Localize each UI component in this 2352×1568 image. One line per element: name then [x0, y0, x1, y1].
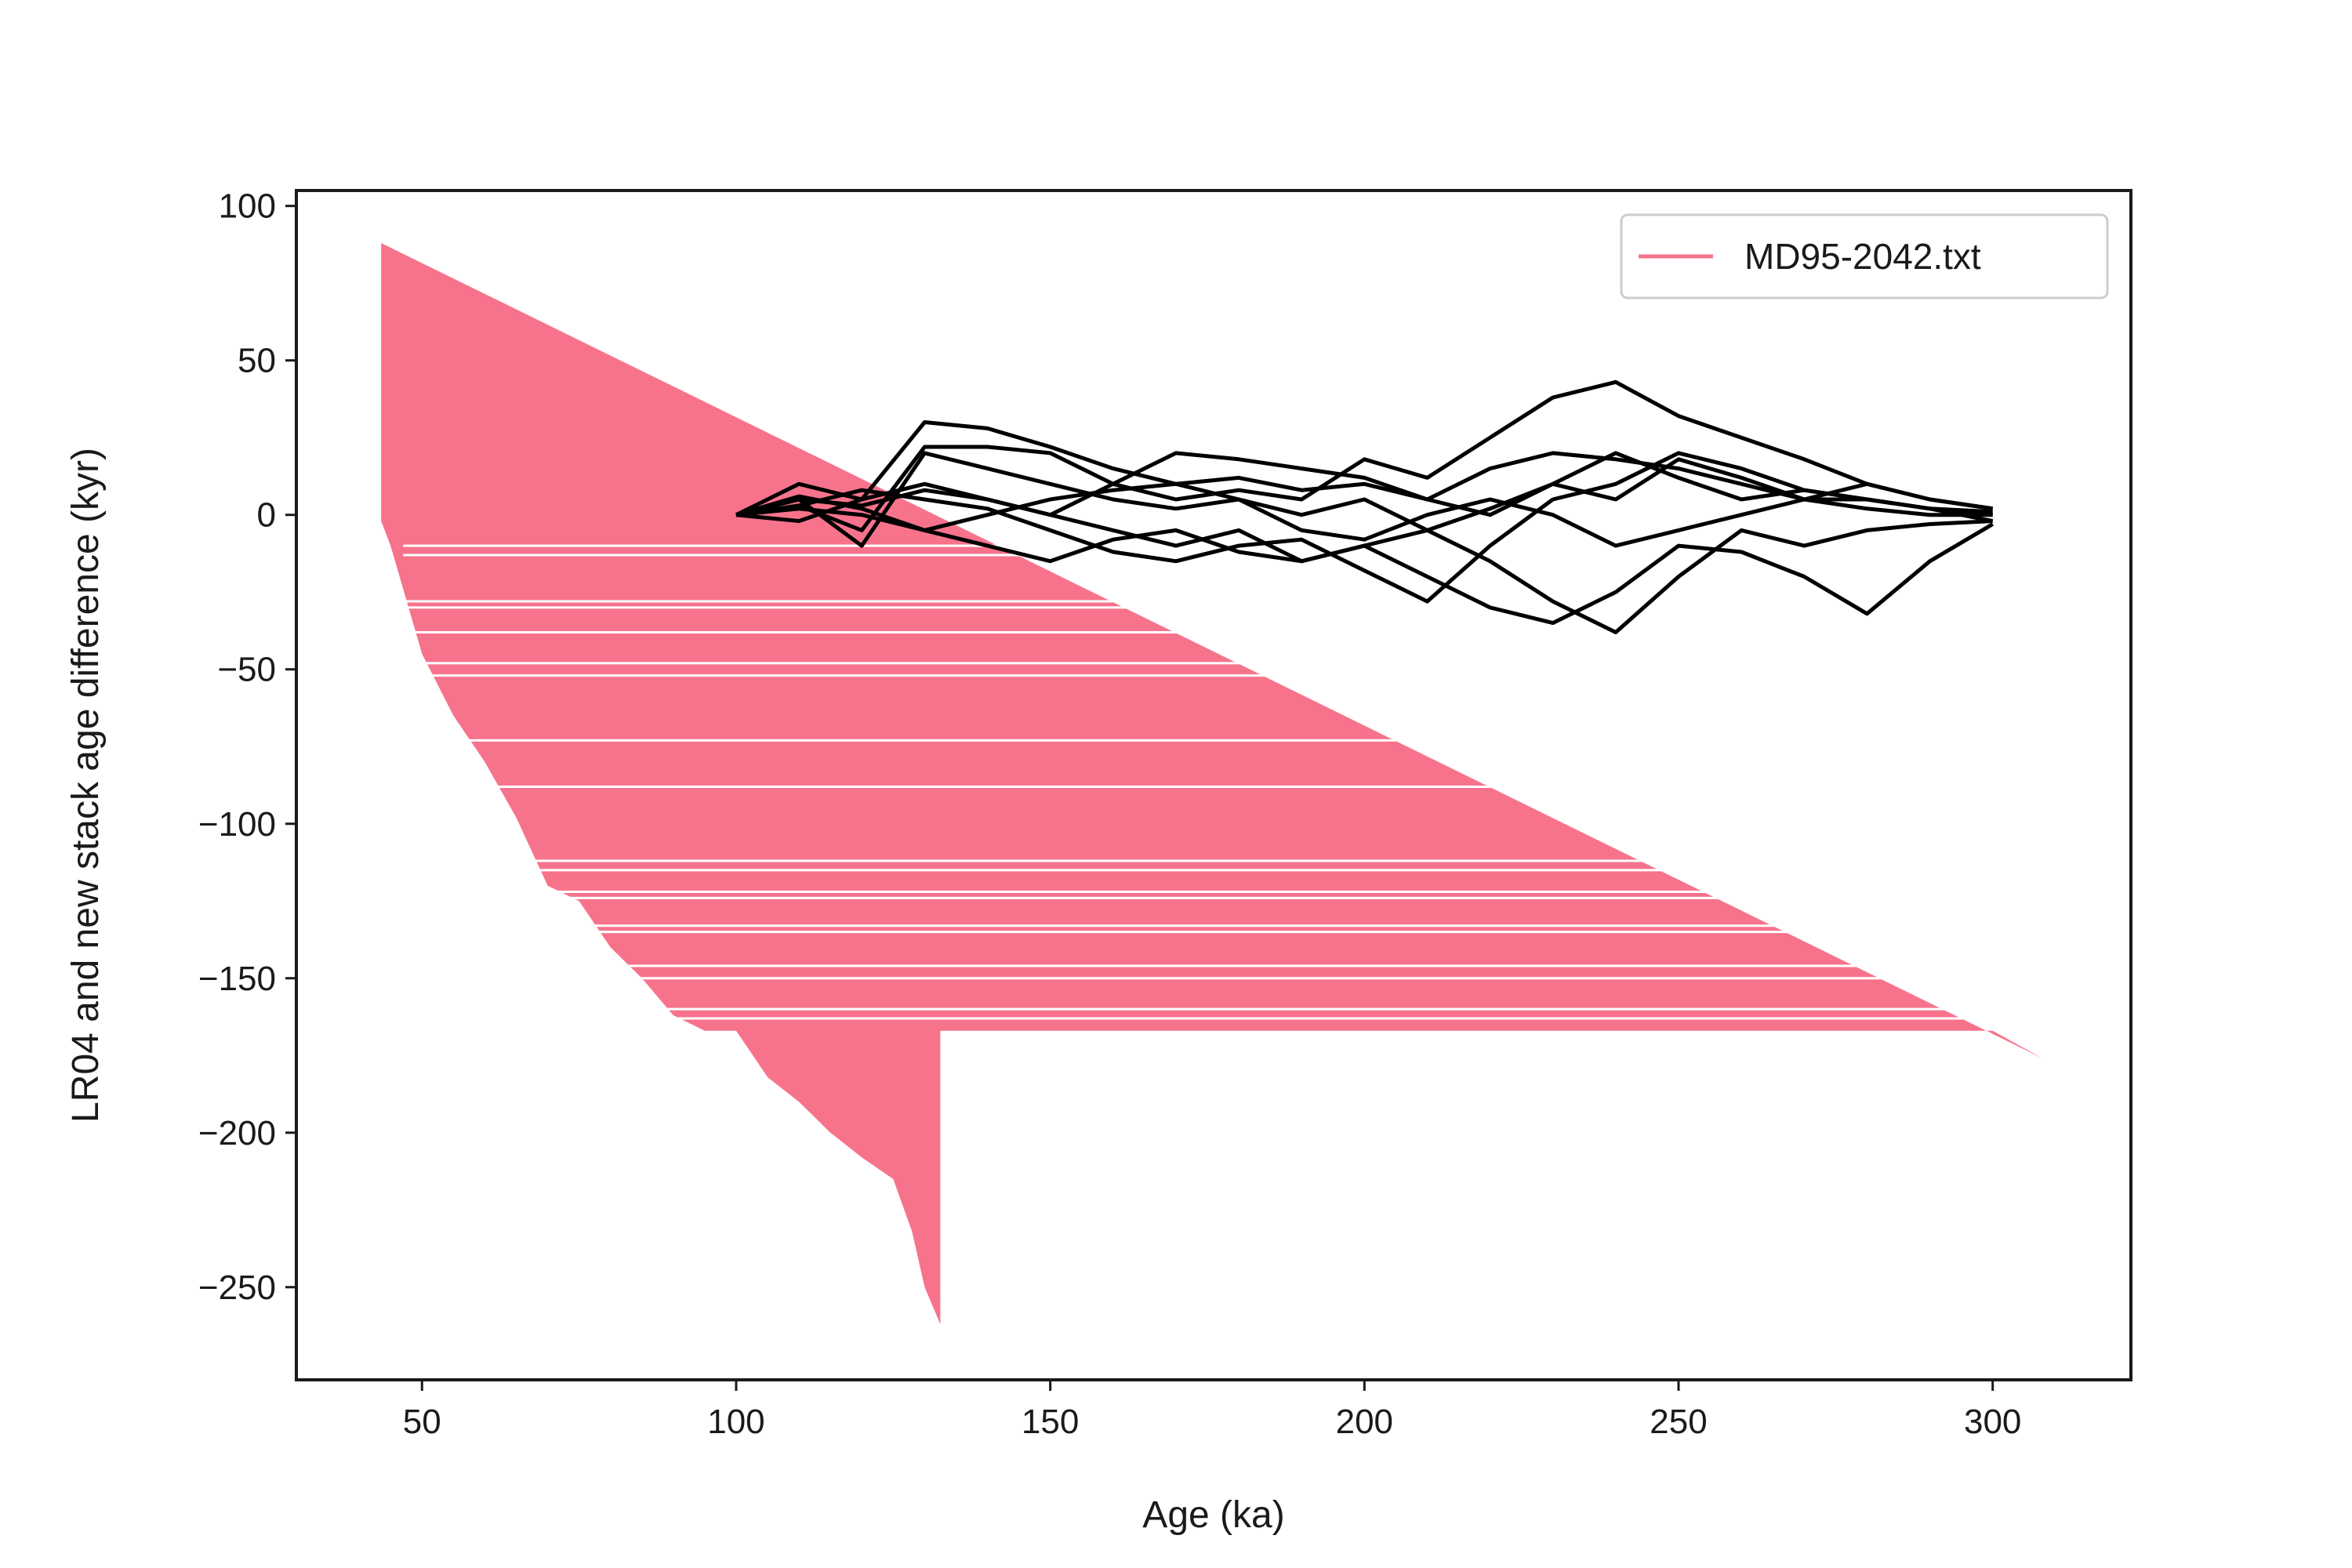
y-tick-label: 0: [257, 496, 276, 535]
series-line: [735, 506, 1993, 634]
plot-frame: [295, 189, 2132, 1381]
y-tick-label: 100: [219, 187, 276, 226]
x-tick-label: 100: [707, 1403, 764, 1441]
plot-area: [381, 243, 2043, 1325]
y-tick-label: −100: [198, 805, 276, 844]
y-tick-label: −250: [198, 1269, 276, 1307]
y-tick-label: −50: [217, 651, 276, 689]
y-tick-label: −200: [198, 1114, 276, 1152]
y-tick-label: 50: [238, 342, 276, 380]
legend-box: [1620, 213, 2109, 299]
series-line: [735, 379, 1994, 532]
x-tick-label: 150: [1022, 1403, 1079, 1441]
y-axis-label: LR04 and new stack age difference (kyr): [65, 448, 107, 1123]
x-tick-label: 300: [1964, 1403, 2021, 1441]
x-tick-label: 50: [403, 1403, 441, 1441]
series-line: [735, 451, 1993, 517]
legend-label: MD95-2042.txt: [1744, 236, 1981, 277]
legend: MD95-2042.txt: [1620, 213, 2109, 299]
series-region: [381, 243, 2043, 1325]
series-line: [735, 451, 1994, 604]
x-axis: 50 100 150 200 250 300: [403, 1380, 2021, 1441]
y-tick-label: −150: [198, 960, 276, 998]
y-axis: 100 50 0 −50 −100 −150 −200 −250: [198, 187, 296, 1307]
x-tick-label: 200: [1336, 1403, 1393, 1441]
series-line: [735, 481, 1994, 548]
x-tick-label: 250: [1650, 1403, 1707, 1441]
x-axis-label: Age (ka): [1142, 1494, 1284, 1536]
